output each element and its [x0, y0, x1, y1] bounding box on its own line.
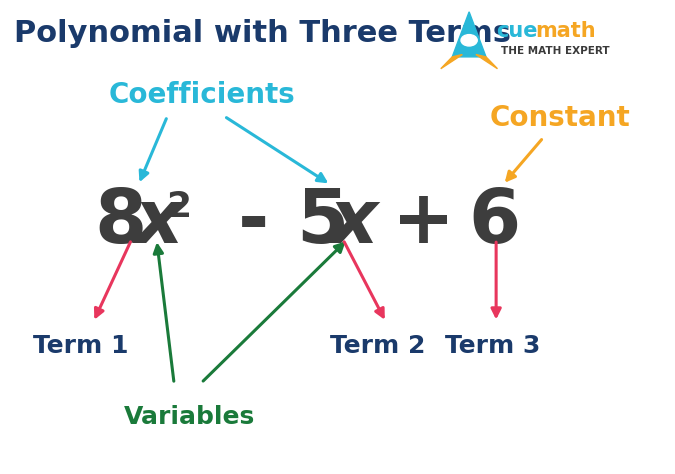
- Text: math: math: [535, 21, 596, 41]
- Text: 5: 5: [296, 186, 348, 259]
- Text: -: -: [238, 186, 269, 259]
- Circle shape: [461, 35, 477, 46]
- Text: 8: 8: [94, 186, 146, 259]
- Text: Constant: Constant: [490, 104, 630, 133]
- Text: THE MATH EXPERT: THE MATH EXPERT: [501, 46, 610, 56]
- Polygon shape: [441, 55, 462, 69]
- Text: 6: 6: [468, 186, 521, 259]
- Text: x: x: [329, 186, 377, 259]
- Text: cue: cue: [496, 21, 537, 41]
- Text: Term 1: Term 1: [33, 334, 129, 358]
- Text: +: +: [392, 186, 456, 259]
- Text: 2: 2: [165, 190, 191, 224]
- Polygon shape: [476, 55, 497, 69]
- Text: Polynomial with Three Terms: Polynomial with Three Terms: [14, 19, 510, 48]
- Text: Term 2: Term 2: [330, 334, 426, 358]
- Text: Term 3: Term 3: [445, 334, 541, 358]
- Text: x: x: [134, 186, 182, 259]
- Text: Variables: Variables: [124, 405, 254, 429]
- Polygon shape: [452, 12, 486, 57]
- Text: Coefficients: Coefficients: [109, 81, 296, 109]
